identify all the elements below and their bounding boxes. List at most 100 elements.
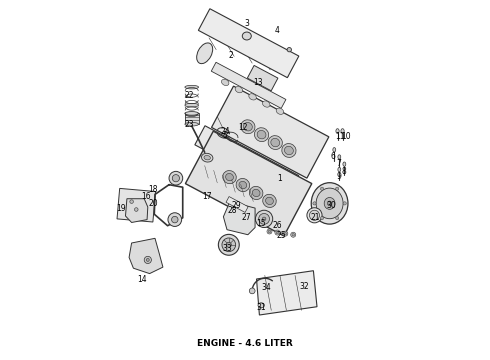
Text: 25: 25	[276, 231, 286, 240]
Polygon shape	[117, 188, 155, 222]
Ellipse shape	[336, 129, 339, 133]
Ellipse shape	[336, 187, 339, 190]
Ellipse shape	[257, 130, 266, 139]
Ellipse shape	[262, 217, 266, 221]
Ellipse shape	[291, 232, 296, 237]
Text: 4: 4	[275, 26, 280, 35]
Text: 24: 24	[220, 127, 230, 136]
Polygon shape	[212, 86, 329, 178]
Text: 32: 32	[299, 282, 309, 291]
Ellipse shape	[249, 186, 263, 199]
Polygon shape	[185, 113, 198, 124]
Ellipse shape	[239, 181, 247, 189]
Ellipse shape	[249, 94, 256, 100]
Ellipse shape	[284, 233, 287, 235]
Text: 21: 21	[311, 213, 320, 222]
Text: 19: 19	[116, 204, 125, 213]
Ellipse shape	[258, 303, 265, 308]
Polygon shape	[226, 197, 248, 212]
Text: 23: 23	[184, 120, 194, 129]
Text: 3: 3	[245, 19, 249, 28]
Polygon shape	[198, 9, 299, 78]
Text: 34: 34	[262, 284, 271, 292]
Text: 27: 27	[242, 213, 251, 222]
Text: 6: 6	[331, 152, 336, 161]
Text: 29: 29	[231, 201, 241, 210]
Ellipse shape	[168, 213, 182, 226]
Ellipse shape	[268, 136, 282, 149]
Ellipse shape	[196, 43, 213, 64]
Ellipse shape	[219, 234, 239, 255]
Ellipse shape	[275, 230, 280, 235]
Ellipse shape	[320, 187, 324, 190]
Ellipse shape	[255, 210, 273, 228]
Ellipse shape	[271, 138, 280, 147]
Text: 18: 18	[148, 184, 158, 194]
Ellipse shape	[292, 234, 294, 236]
Ellipse shape	[283, 231, 288, 236]
Ellipse shape	[185, 122, 198, 126]
Text: 33: 33	[222, 244, 232, 253]
Ellipse shape	[343, 162, 346, 166]
Text: 16: 16	[141, 192, 151, 201]
Text: 31: 31	[256, 303, 266, 312]
Text: 14: 14	[138, 274, 147, 284]
Ellipse shape	[276, 231, 279, 234]
Ellipse shape	[266, 197, 273, 204]
Ellipse shape	[144, 256, 151, 264]
Ellipse shape	[241, 120, 255, 134]
Text: 11: 11	[336, 132, 345, 141]
Ellipse shape	[242, 32, 251, 40]
Polygon shape	[211, 62, 286, 108]
Ellipse shape	[336, 216, 339, 220]
Text: 13: 13	[253, 78, 263, 87]
Ellipse shape	[327, 201, 332, 206]
Ellipse shape	[320, 216, 324, 220]
Ellipse shape	[259, 213, 270, 224]
Ellipse shape	[307, 208, 322, 223]
Ellipse shape	[311, 183, 348, 224]
Ellipse shape	[310, 210, 319, 220]
Polygon shape	[185, 131, 312, 236]
Ellipse shape	[235, 86, 243, 93]
Text: 30: 30	[326, 201, 336, 210]
Ellipse shape	[236, 179, 249, 192]
Ellipse shape	[169, 171, 183, 185]
Ellipse shape	[172, 175, 179, 182]
Ellipse shape	[254, 128, 269, 141]
Text: 9: 9	[336, 172, 341, 181]
Ellipse shape	[223, 171, 236, 184]
Ellipse shape	[201, 153, 213, 162]
Ellipse shape	[249, 288, 255, 294]
Text: 17: 17	[202, 192, 212, 201]
Ellipse shape	[185, 112, 198, 115]
Polygon shape	[257, 271, 317, 315]
Polygon shape	[125, 199, 148, 222]
Ellipse shape	[338, 167, 341, 172]
Ellipse shape	[287, 48, 292, 52]
Ellipse shape	[333, 148, 336, 152]
Text: 10: 10	[341, 132, 351, 141]
Ellipse shape	[147, 258, 149, 261]
Ellipse shape	[244, 122, 252, 131]
Ellipse shape	[276, 108, 284, 114]
Ellipse shape	[222, 238, 236, 252]
Polygon shape	[223, 202, 255, 235]
Ellipse shape	[172, 216, 178, 223]
Ellipse shape	[263, 101, 270, 107]
Ellipse shape	[268, 230, 271, 233]
Text: 22: 22	[184, 91, 194, 100]
Ellipse shape	[338, 155, 341, 159]
Text: 28: 28	[228, 206, 237, 215]
Text: 7: 7	[336, 159, 341, 168]
Ellipse shape	[225, 174, 233, 181]
Text: 1: 1	[277, 174, 282, 183]
Ellipse shape	[343, 202, 346, 205]
Text: 2: 2	[228, 51, 233, 60]
Ellipse shape	[263, 194, 276, 207]
Ellipse shape	[316, 188, 343, 219]
Ellipse shape	[313, 202, 316, 205]
Text: 12: 12	[239, 123, 248, 132]
Ellipse shape	[185, 85, 198, 89]
Text: ENGINE - 4.6 LITER: ENGINE - 4.6 LITER	[197, 339, 293, 348]
